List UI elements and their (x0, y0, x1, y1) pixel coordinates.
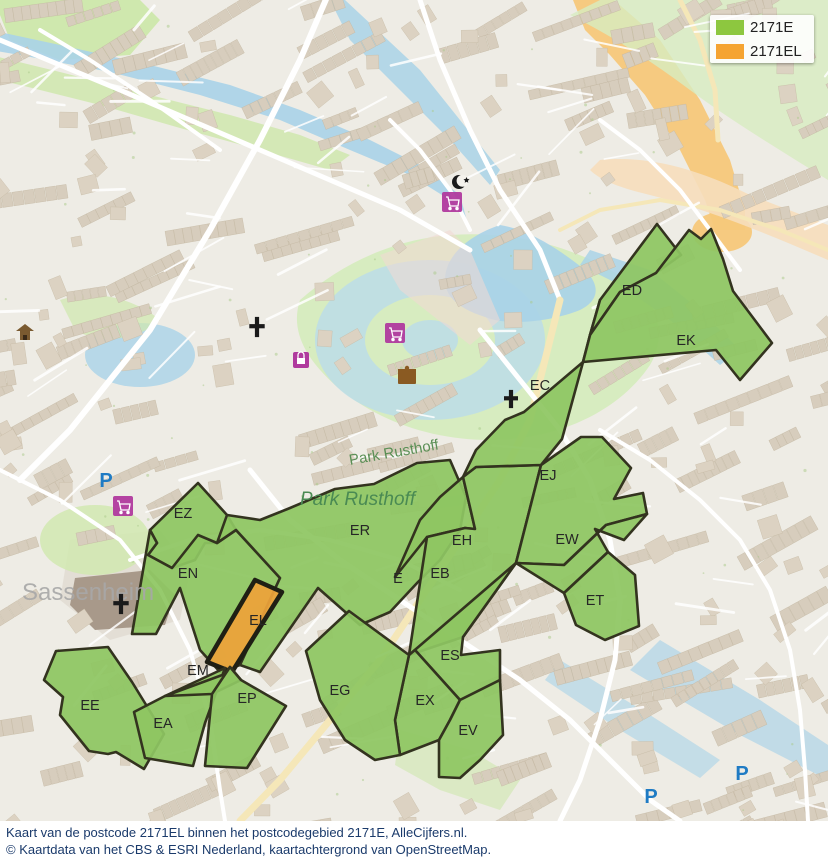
svg-text:P: P (644, 786, 657, 808)
svg-text:P: P (99, 470, 112, 492)
svg-text:Sassenheim: Sassenheim (22, 579, 154, 606)
svg-text:Park Rusthoff: Park Rusthoff (300, 489, 417, 510)
svg-text:P: P (735, 763, 748, 785)
svg-text:Park Rusthoff: Park Rusthoff (348, 436, 441, 469)
